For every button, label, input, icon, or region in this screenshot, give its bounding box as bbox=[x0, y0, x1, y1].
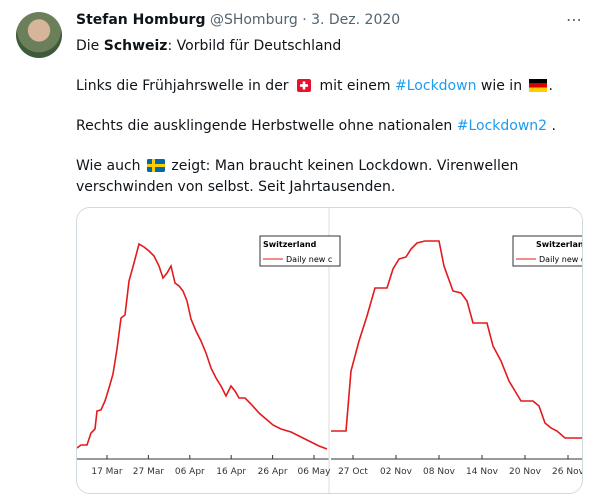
chart-image: Switzerland Daily new c Switzerland Dail… bbox=[77, 208, 582, 493]
paragraph: Die Schweiz: Vorbild für Deutschland bbox=[76, 36, 576, 57]
legend-title: Switzerland bbox=[263, 240, 317, 249]
paragraph: Rechts die ausklingende Herbstwelle ohne… bbox=[76, 116, 576, 137]
text: mit einem bbox=[315, 78, 396, 94]
author-name[interactable]: Stefan Homburg bbox=[76, 12, 206, 28]
author-handle[interactable]: @SHomburg bbox=[209, 12, 298, 28]
legend-label: Daily new c bbox=[286, 255, 332, 264]
text: Rechts die ausklingende Herbstwelle ohne… bbox=[76, 118, 457, 134]
x-tick-label: 27 Mar bbox=[133, 467, 165, 477]
case-curve bbox=[331, 240, 582, 439]
x-tick-label: 26 Apr bbox=[258, 467, 288, 477]
x-tick-label: 27 Oct bbox=[338, 467, 368, 477]
hashtag[interactable]: #Lockdown bbox=[395, 78, 477, 94]
tweet-header: Stefan Homburg @SHomburg · 3. Dez. 2020 bbox=[76, 12, 400, 28]
paragraph: Wie auch zeigt: Man braucht keinen Lockd… bbox=[76, 156, 576, 198]
text: : Vorbild für Deutschland bbox=[167, 38, 342, 54]
legend-box bbox=[259, 235, 341, 267]
more-button[interactable]: ⋯ bbox=[566, 10, 582, 29]
tweet-image[interactable]: Switzerland Daily new c Switzerland Dail… bbox=[76, 207, 583, 494]
x-tick-label: 08 Nov bbox=[423, 467, 456, 477]
legend-box bbox=[512, 235, 582, 267]
german-flag bbox=[528, 79, 547, 92]
x-tick-label: 26 Nov bbox=[552, 467, 582, 477]
x-tick-label: 17 Mar bbox=[91, 467, 123, 477]
bold-text: Schweiz bbox=[103, 38, 168, 54]
x-tick-label: 02 Nov bbox=[380, 467, 413, 477]
legend: Switzerland Daily new c bbox=[512, 235, 582, 267]
tweet-text: Die Schweiz: Vorbild für Deutschland Lin… bbox=[76, 36, 576, 217]
text: wie in bbox=[476, 78, 527, 94]
x-tick-label: 14 Nov bbox=[466, 467, 499, 477]
tweet-date[interactable]: 3. Dez. 2020 bbox=[311, 12, 401, 28]
text: Die bbox=[76, 38, 104, 54]
text: Links die Frühjahrswelle in der bbox=[76, 78, 294, 94]
text: zeigt: Man braucht keinen Lockdown. Vire… bbox=[76, 158, 519, 195]
legend: Switzerland Daily new c bbox=[259, 235, 341, 267]
swiss-flag bbox=[297, 79, 312, 92]
hashtag[interactable]: #Lockdown2 bbox=[456, 118, 548, 134]
legend-title: Switzerland bbox=[536, 240, 582, 249]
text: . bbox=[547, 118, 556, 134]
x-tick-label: 20 Nov bbox=[509, 467, 542, 477]
text: Wie auch bbox=[76, 158, 145, 174]
paragraph: Links die Frühjahrswelle in der mit eine… bbox=[76, 76, 576, 97]
text: . bbox=[548, 78, 553, 94]
legend-label: Daily new c bbox=[539, 255, 582, 264]
swedish-flag bbox=[146, 159, 165, 172]
x-tick-label: 06 Apr bbox=[175, 467, 205, 477]
x-tick-label: 06 May bbox=[298, 467, 332, 477]
avatar[interactable] bbox=[16, 12, 62, 58]
case-curve bbox=[77, 242, 328, 450]
separator: · bbox=[302, 12, 307, 28]
x-tick-label: 16 Apr bbox=[216, 467, 246, 477]
